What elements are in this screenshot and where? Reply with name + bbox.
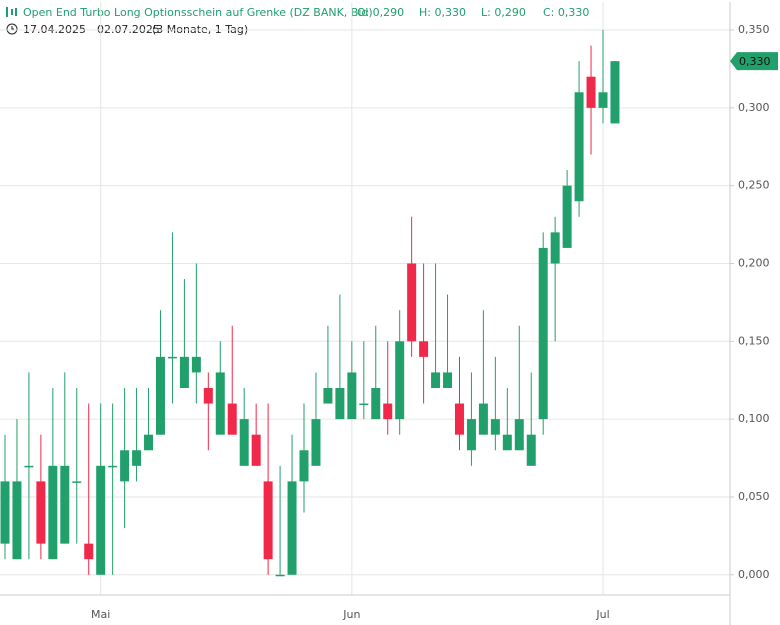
candle-body xyxy=(12,481,22,560)
candle-body xyxy=(299,450,309,482)
candle-body xyxy=(155,356,165,435)
candle-body xyxy=(144,434,154,451)
candle-body xyxy=(287,481,297,575)
candle-body xyxy=(227,403,237,435)
ohlc-open: O: 0,290 xyxy=(357,6,404,19)
candle-body xyxy=(60,465,70,544)
candle-body xyxy=(586,76,596,108)
y-tick-label: 0,100 xyxy=(738,412,770,425)
candle-body xyxy=(275,574,285,577)
candle-body xyxy=(478,403,488,435)
candle-body xyxy=(167,356,177,359)
candle-body xyxy=(36,481,46,544)
y-tick-label: 0,000 xyxy=(738,568,770,581)
candle-body xyxy=(371,387,381,420)
ohlc-high: H: 0,330 xyxy=(419,6,466,19)
candle-body xyxy=(407,263,417,342)
y-tick-label: 0,250 xyxy=(738,179,770,192)
y-tick-label: 0,350 xyxy=(738,23,770,36)
candle-body xyxy=(72,481,82,483)
candle-body xyxy=(335,387,345,420)
candle-body xyxy=(215,372,225,435)
x-tick-label: Mai xyxy=(91,608,110,621)
candle-body xyxy=(48,465,58,560)
candle-body xyxy=(443,372,453,388)
last-price-tag xyxy=(730,52,778,71)
candle-body xyxy=(132,450,142,466)
candle-body xyxy=(24,465,34,468)
candle-body xyxy=(191,356,201,373)
candle-body xyxy=(84,543,94,560)
x-tick-label: Jun xyxy=(342,608,360,621)
candle-body xyxy=(466,419,476,451)
candle-body xyxy=(120,450,130,482)
x-tick-label: Jul xyxy=(595,608,609,621)
y-tick-label: 0,300 xyxy=(738,101,770,114)
candle-body xyxy=(203,387,213,404)
candle-body xyxy=(431,372,441,388)
date-range: 17.04.2025 - 02.07.2025 xyxy=(23,23,160,36)
candle-body xyxy=(383,403,393,420)
candle-body xyxy=(239,419,249,466)
candle-body xyxy=(263,481,273,560)
candle-body xyxy=(490,419,500,435)
candle-body xyxy=(610,61,620,124)
candle-body xyxy=(454,403,464,435)
candle-body xyxy=(395,341,405,420)
ohlc-close: C: 0,330 xyxy=(543,6,589,19)
candle-body xyxy=(419,341,429,357)
candle-body xyxy=(0,481,10,544)
candle-body xyxy=(550,232,560,264)
y-tick-label: 0,200 xyxy=(738,256,770,269)
candle-body xyxy=(311,419,321,466)
candle-body xyxy=(514,419,524,451)
candle-body xyxy=(574,92,584,202)
ohlc-low: L: 0,290 xyxy=(481,6,526,19)
last-price-label: 0,330 xyxy=(739,55,771,68)
candle-body xyxy=(598,92,608,108)
candle-body xyxy=(108,465,118,468)
candle-body xyxy=(251,434,261,466)
candle-body xyxy=(526,434,536,466)
candle-body xyxy=(359,403,369,406)
chart-title: Open End Turbo Long Optionsschein auf Gr… xyxy=(23,6,373,19)
candle-body xyxy=(347,372,357,420)
candle-body xyxy=(538,247,548,420)
candle-body xyxy=(562,185,572,248)
candle-body xyxy=(502,434,512,451)
candle-body xyxy=(96,465,106,575)
y-tick-label: 0,050 xyxy=(738,490,770,503)
y-tick-label: 0,150 xyxy=(738,334,770,347)
period: (3 Monate, 1 Tag) xyxy=(152,23,248,36)
header-icon xyxy=(6,7,17,17)
clock-icon xyxy=(6,23,18,35)
candle-body xyxy=(179,356,189,388)
candle-body xyxy=(323,387,333,404)
